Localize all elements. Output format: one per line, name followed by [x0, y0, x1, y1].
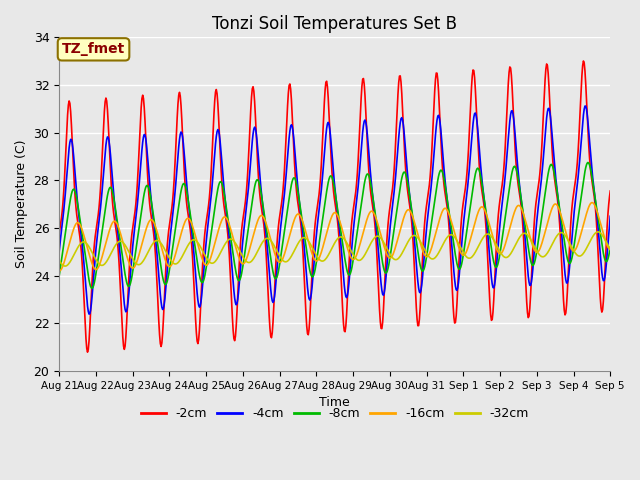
-16cm [607, 247, 614, 252]
-32cm [208, 260, 216, 266]
Y-axis label: Soil Temperature (C): Soil Temperature (C) [15, 140, 28, 268]
-2cm [179, 132, 186, 138]
-32cm [403, 242, 410, 248]
-16cm [402, 210, 410, 216]
-4cm [607, 213, 614, 219]
-4cm [85, 311, 93, 317]
-32cm [61, 263, 69, 269]
-2cm [55, 231, 63, 237]
Line: -2cm: -2cm [59, 61, 611, 352]
-8cm [88, 286, 96, 291]
-8cm [403, 173, 410, 179]
Line: -16cm: -16cm [59, 203, 611, 271]
-2cm [123, 321, 131, 326]
-2cm [208, 159, 216, 165]
-16cm [65, 241, 73, 247]
Line: -8cm: -8cm [59, 162, 611, 288]
-8cm [584, 159, 592, 165]
-2cm [607, 188, 614, 194]
Text: TZ_fmet: TZ_fmet [62, 42, 125, 56]
X-axis label: Time: Time [319, 396, 350, 409]
-8cm [419, 268, 426, 274]
-4cm [419, 275, 426, 281]
-32cm [419, 242, 426, 248]
-32cm [179, 253, 186, 259]
-8cm [208, 227, 216, 233]
-32cm [123, 245, 131, 251]
-4cm [403, 157, 410, 163]
-32cm [607, 247, 614, 252]
-4cm [65, 145, 73, 151]
-16cm [588, 200, 596, 205]
-8cm [65, 204, 73, 210]
-8cm [55, 273, 63, 279]
-2cm [580, 58, 588, 64]
-32cm [55, 257, 63, 263]
-32cm [594, 229, 602, 235]
Legend: -2cm, -4cm, -8cm, -16cm, -32cm: -2cm, -4cm, -8cm, -16cm, -32cm [136, 402, 534, 425]
-16cm [122, 250, 130, 255]
Title: Tonzi Soil Temperatures Set B: Tonzi Soil Temperatures Set B [212, 15, 457, 33]
-4cm [123, 308, 131, 314]
-16cm [178, 228, 186, 234]
-4cm [179, 134, 186, 140]
-16cm [418, 245, 426, 251]
-16cm [55, 268, 63, 274]
-8cm [179, 182, 186, 188]
-4cm [55, 249, 63, 255]
-16cm [207, 254, 215, 260]
-2cm [419, 256, 426, 262]
-8cm [607, 244, 614, 250]
Line: -32cm: -32cm [59, 232, 611, 266]
-2cm [84, 349, 92, 355]
-8cm [123, 279, 131, 285]
-2cm [65, 98, 73, 104]
-4cm [581, 103, 589, 109]
Line: -4cm: -4cm [59, 106, 611, 314]
-32cm [66, 259, 74, 265]
-2cm [403, 176, 410, 181]
-4cm [208, 188, 216, 194]
